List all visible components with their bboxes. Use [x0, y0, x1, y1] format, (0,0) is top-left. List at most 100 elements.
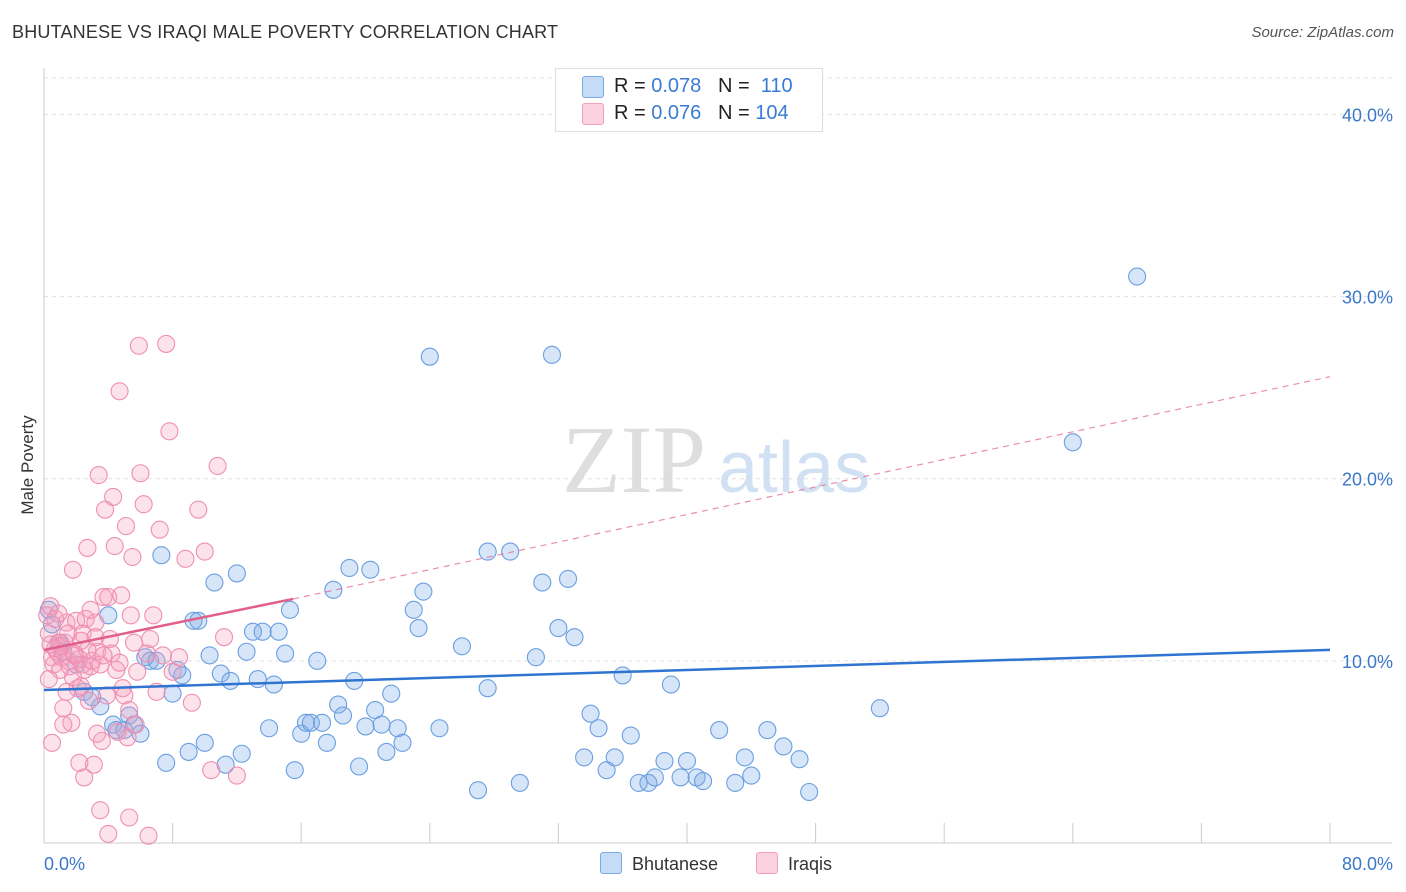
iraqis-point — [75, 768, 94, 787]
iraqis-point — [120, 808, 139, 827]
bhutanese-point — [237, 642, 256, 661]
bhutanese-point — [478, 679, 497, 698]
iraqis-point — [126, 715, 145, 734]
bhutanese-point — [501, 542, 520, 561]
bhutanese-point — [565, 628, 584, 647]
iraqis-point — [49, 604, 68, 623]
iraqis-point — [54, 715, 73, 734]
bhutanese-point — [589, 719, 608, 738]
bhutanese-point — [285, 761, 304, 780]
iraqis-point — [137, 644, 156, 663]
iraqis-point — [108, 722, 127, 741]
iraqis-point — [144, 606, 163, 625]
bhutanese-point — [581, 704, 600, 723]
legend-swatch-blue — [582, 76, 604, 98]
bhutanese-point — [414, 582, 433, 601]
iraqis-point — [91, 801, 110, 820]
bhutanese-point — [710, 721, 729, 740]
bhutanese-point — [694, 772, 713, 791]
iraqis-point — [202, 761, 221, 780]
iraqis-point — [121, 606, 140, 625]
correlation-legend: R = 0.078 N = 110 R = 0.076 N = 104 — [555, 68, 823, 132]
bhutanese-point — [621, 726, 640, 745]
n-value: 110 — [760, 75, 793, 97]
n-label: N = — [717, 102, 750, 124]
iraqis-point — [79, 691, 99, 710]
iraqis-point — [227, 766, 246, 785]
bhutanese-point — [152, 546, 171, 565]
bhutanese-point — [280, 600, 299, 619]
iraqis-point — [99, 824, 118, 843]
bhutanese-point — [575, 748, 594, 767]
bhutanese-point — [333, 706, 353, 725]
iraqis-point — [214, 628, 234, 647]
iraqis-point — [141, 629, 160, 649]
bhutanese-point — [269, 622, 288, 641]
legend-swatch-pink — [756, 852, 778, 874]
legend-item-iraqis: Iraqis — [756, 852, 832, 875]
iraqis-point — [182, 693, 201, 712]
bhutanese-point — [774, 737, 793, 756]
iraqis-point — [195, 542, 214, 561]
bhutanese-point — [629, 773, 648, 792]
bhutanese-point — [510, 773, 529, 792]
y-tick-label: 30.0% — [1342, 288, 1393, 308]
bhutanese-trend-line — [43, 648, 1331, 692]
gridlines — [44, 77, 1392, 662]
bhutanese-point — [211, 664, 230, 683]
bhutanese-point — [430, 719, 449, 738]
bhutanese-point — [542, 345, 562, 364]
bhutanese-point — [205, 573, 224, 592]
iraqis-point — [110, 653, 129, 672]
legend-label-iraqis: Iraqis — [788, 854, 833, 874]
iraqis-point — [118, 728, 137, 747]
bhutanese-point — [742, 766, 761, 785]
bhutanese-point — [329, 695, 348, 714]
bhutanese-point — [200, 646, 219, 665]
bhutanese-point — [179, 742, 198, 761]
bhutanese-point — [393, 733, 412, 752]
bhutanese-point — [420, 347, 439, 366]
x-tick-label-max: 80.0% — [1342, 854, 1393, 874]
iraqis-point — [123, 547, 142, 567]
iraqis-point — [157, 334, 176, 353]
iraqis-point — [78, 538, 97, 557]
bhutanese-point — [248, 670, 267, 689]
iraqis-point — [94, 646, 113, 665]
legend-text-bhutanese: R = 0.078 N = 110 — [614, 75, 793, 98]
axes — [43, 68, 1392, 844]
bhutanese-point — [356, 717, 375, 736]
tick-labels: 10.0% 20.0% 30.0% 40.0% 0.0% 80.0% — [44, 105, 1393, 874]
iraqis-point — [39, 670, 58, 689]
bhutanese-point — [313, 713, 332, 732]
bhutanese-point — [276, 644, 295, 663]
y-tick-label: 10.0% — [1342, 652, 1393, 672]
bhutanese-point — [526, 648, 545, 667]
bhutanese-point — [613, 666, 632, 685]
source-label: Source: ZipAtlas.com — [1251, 24, 1394, 41]
bhutanese-point — [558, 569, 578, 588]
legend-text-iraqis: R = 0.076 N = 104 — [614, 102, 789, 125]
bhutanese-point — [655, 751, 674, 771]
bhutanese-point — [735, 748, 754, 767]
y-tick-label: 40.0% — [1342, 105, 1393, 125]
bhutanese-point — [661, 675, 680, 694]
iraqis-point — [131, 464, 150, 483]
bhutanese-point — [409, 619, 428, 638]
iraqis-point — [70, 753, 89, 772]
legend-item-bhutanese: Bhutanese — [600, 852, 718, 875]
bhutanese-point — [324, 580, 343, 599]
bhutanese-point — [605, 748, 624, 767]
bhutanese-point — [361, 560, 380, 579]
bhutanese-point — [533, 573, 552, 592]
iraqis-point — [81, 600, 100, 619]
iraqis-point — [128, 662, 147, 681]
iraqis-point — [63, 560, 82, 579]
bhutanese-point — [340, 558, 359, 578]
bhutanese-point — [377, 742, 396, 761]
iraqis-trend-line-solid — [43, 597, 294, 652]
iraqis-point — [169, 648, 189, 667]
r-label: R = — [614, 102, 646, 124]
bhutanese-point — [645, 768, 664, 787]
bhutanese-point — [259, 719, 279, 738]
